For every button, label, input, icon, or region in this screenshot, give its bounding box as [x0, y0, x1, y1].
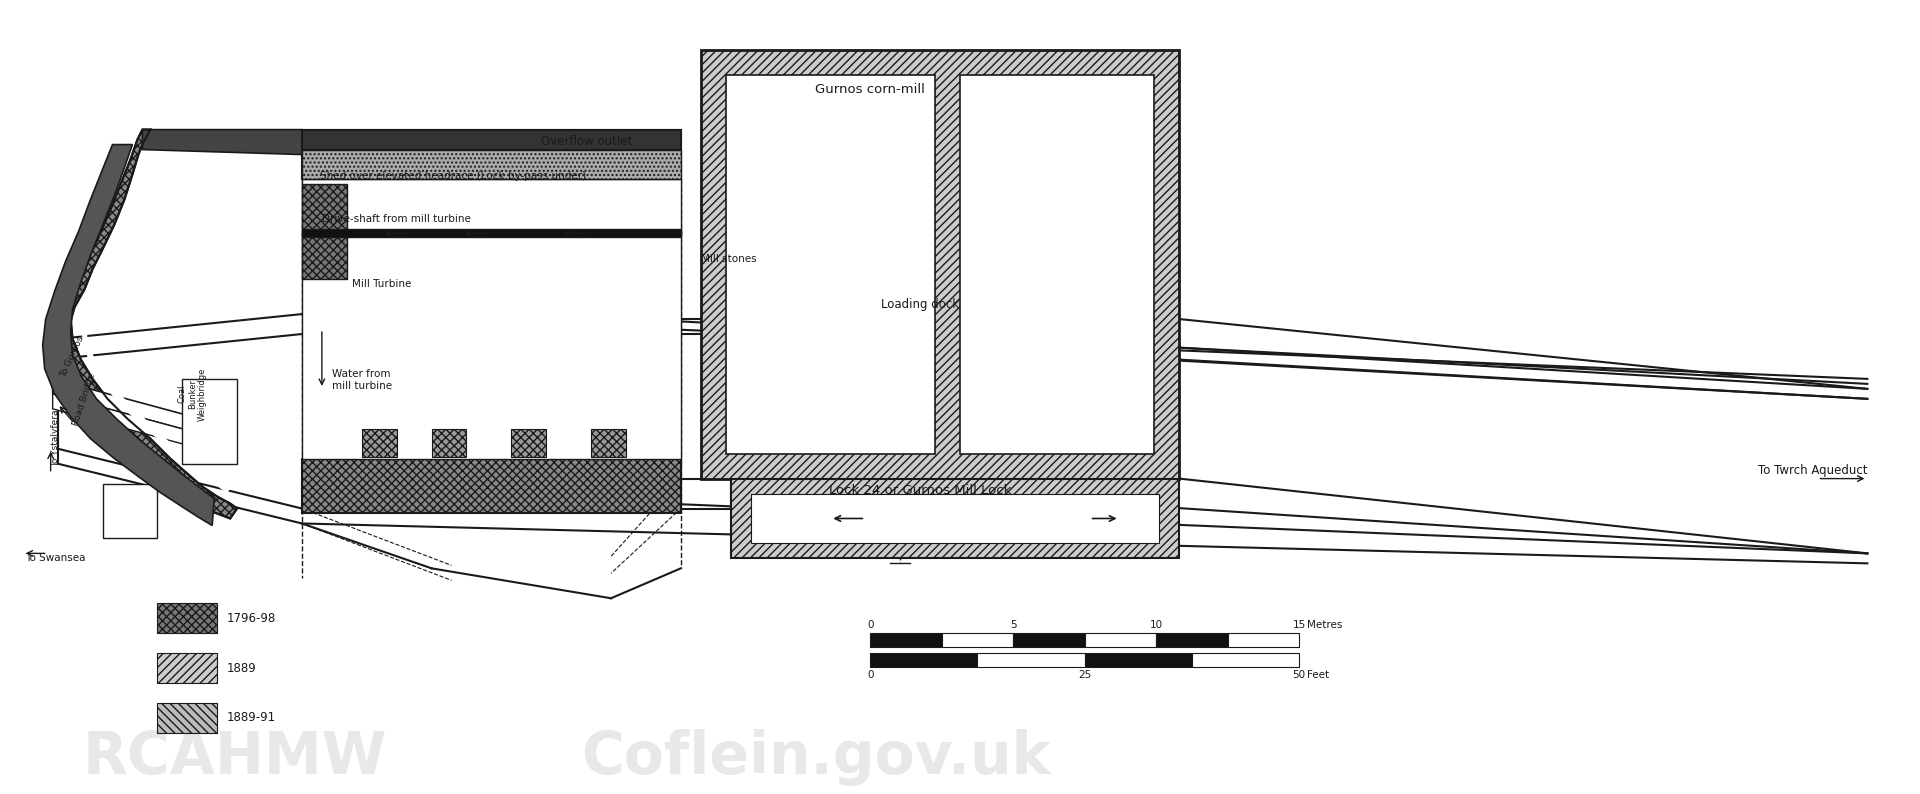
Text: Loading dock: Loading dock [881, 298, 960, 310]
Bar [361, 429, 397, 457]
Bar [726, 75, 935, 453]
Text: Gurnos corn-mill: Gurnos corn-mill [816, 83, 925, 96]
Text: 25: 25 [1077, 670, 1091, 680]
Bar [1156, 633, 1227, 647]
Bar [977, 653, 1085, 667]
Bar [157, 653, 217, 683]
Text: Coflein.gov.uk: Coflein.gov.uk [582, 729, 1050, 786]
Text: 50: 50 [1292, 670, 1306, 680]
Bar [1085, 633, 1156, 647]
Text: 1889-91: 1889-91 [227, 711, 276, 724]
Text: Shed over elevated headrace (Lock by-pass under): Shed over elevated headrace (Lock by-pas… [321, 172, 586, 182]
Bar [511, 429, 545, 457]
Bar [960, 75, 1154, 453]
Polygon shape [81, 129, 230, 494]
Text: Mill Turbine: Mill Turbine [351, 279, 411, 289]
Text: 1889: 1889 [227, 661, 257, 675]
Bar [1192, 653, 1300, 667]
Bar [591, 429, 626, 457]
Polygon shape [69, 129, 236, 518]
Bar [941, 633, 1014, 647]
Text: Mill stones: Mill stones [701, 254, 756, 264]
Polygon shape [142, 129, 301, 155]
Text: RCAHMW: RCAHMW [83, 729, 386, 786]
Text: Feet: Feet [1308, 670, 1329, 680]
Bar [301, 129, 682, 149]
Polygon shape [52, 379, 236, 444]
Text: Water from
mill turbine: Water from mill turbine [332, 369, 392, 391]
Bar [1085, 653, 1192, 667]
Bar [301, 179, 682, 459]
Text: 0: 0 [868, 620, 874, 630]
Bar [751, 494, 1160, 543]
Text: Coal
Bunker
Weighbridge: Coal Bunker Weighbridge [177, 367, 207, 421]
Bar [102, 484, 157, 538]
Text: 1796-98: 1796-98 [227, 611, 276, 625]
Text: To Ystalyfera: To Ystalyfera [50, 410, 60, 468]
Text: Road Bridge: Road Bridge [71, 372, 98, 426]
Bar [732, 479, 1179, 558]
Text: To Swansea: To Swansea [25, 553, 84, 564]
Bar [870, 653, 977, 667]
Text: 5: 5 [1010, 620, 1016, 630]
Bar [182, 379, 236, 464]
Text: To Gurnos: To Gurnos [60, 335, 86, 379]
Bar [157, 603, 217, 633]
Text: Drive-shaft from mill turbine: Drive-shaft from mill turbine [323, 214, 470, 225]
Text: 10: 10 [1150, 620, 1164, 630]
Bar [301, 149, 682, 179]
Text: To Twrch Aqueduct: To Twrch Aqueduct [1757, 464, 1866, 476]
Text: 15: 15 [1292, 620, 1306, 630]
Polygon shape [42, 145, 215, 526]
Bar [1227, 633, 1300, 647]
Bar [1014, 633, 1085, 647]
Bar [157, 703, 217, 733]
Bar [301, 184, 348, 279]
Text: Lock 24 or Gurnos Mill Lock: Lock 24 or Gurnos Mill Lock [829, 484, 1012, 497]
Text: 0: 0 [868, 670, 874, 680]
Bar [432, 429, 467, 457]
Bar [701, 50, 1179, 479]
Text: Metres: Metres [1308, 620, 1342, 630]
Bar [870, 633, 941, 647]
Bar [301, 229, 682, 237]
Text: Overflow outlet: Overflow outlet [541, 134, 632, 148]
Bar [301, 129, 682, 179]
Bar [301, 459, 682, 514]
Polygon shape [52, 394, 236, 459]
